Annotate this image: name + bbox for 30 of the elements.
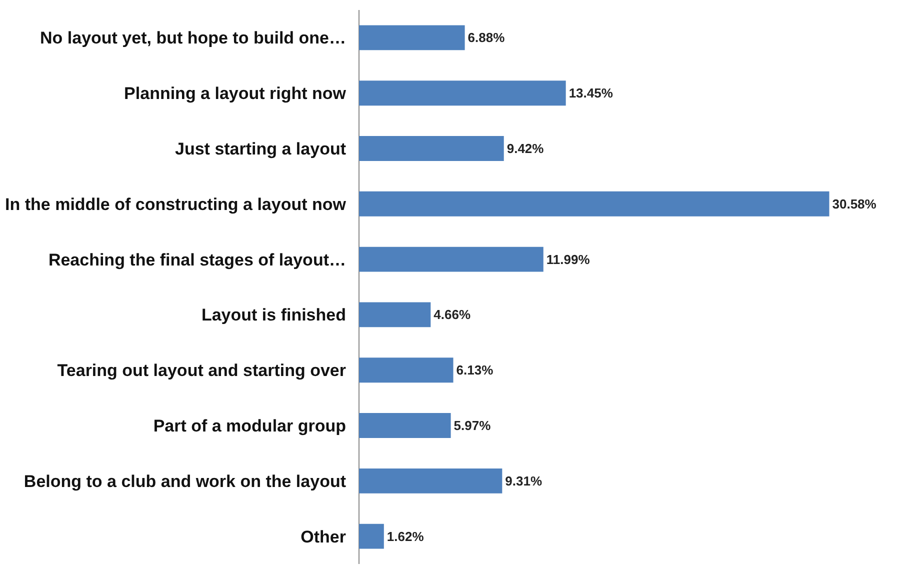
bar [359,358,454,383]
bar [359,136,504,161]
bar [359,246,544,272]
data-label: 9.31% [505,473,542,488]
data-label: 4.66% [434,307,471,322]
y-tick-label: Planning a layout right now [124,84,347,104]
data-label: 5.97% [454,418,492,434]
y-tick-label: Reaching the final stages of layout… [48,250,346,270]
data-label: 6.88% [468,30,506,46]
y-tick-label: Layout is finished [201,306,346,325]
bar [359,413,451,438]
bar [359,524,384,549]
y-tick-label: Belong to a club and work on the layout [24,472,346,491]
y-tick-label: Just starting a layout [175,139,346,158]
y-tick-label: In the middle of constructing a layout now [5,194,347,214]
y-tick-label: No layout yet, but hope to build one… [40,28,346,48]
data-label: 13.45% [568,86,614,101]
bar [359,80,566,106]
bar [359,191,830,216]
bar [359,468,502,494]
data-label: 30.58% [832,196,877,212]
data-label: 11.99% [546,252,590,267]
y-tick-label: Tearing out layout and starting over [57,361,346,380]
y-tick-label: Part of a modular group [153,416,346,436]
bar [359,25,465,50]
data-label: 6.13% [456,362,494,378]
bar [359,302,431,328]
y-tick-label: Other [300,527,346,546]
data-label: 9.42% [506,141,544,156]
data-label: 1.62% [386,528,424,544]
